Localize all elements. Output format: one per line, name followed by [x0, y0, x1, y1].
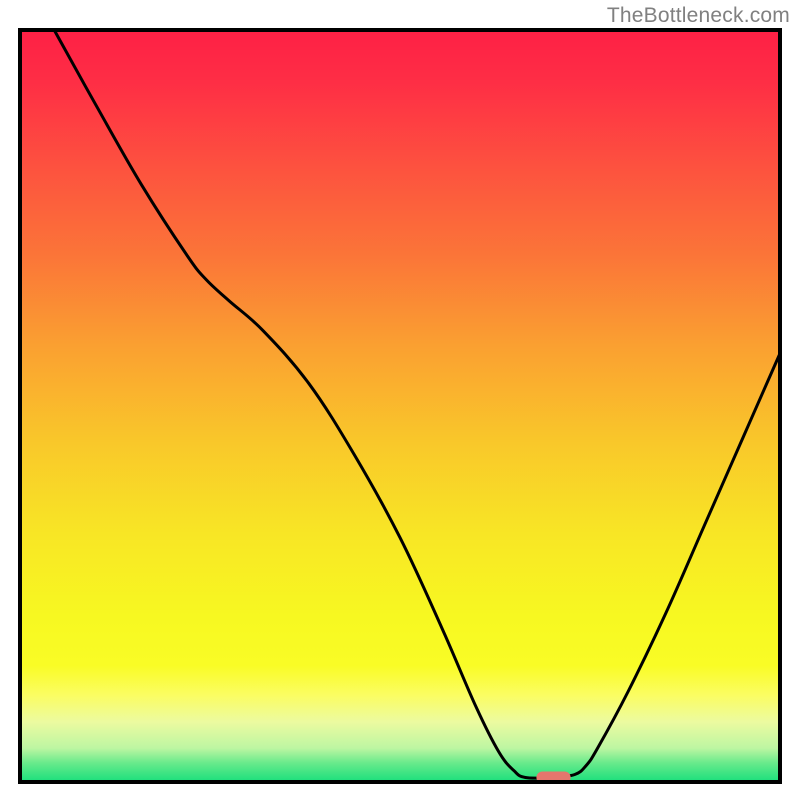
plot-background	[20, 30, 780, 782]
bottleneck-chart-svg	[0, 0, 800, 800]
chart-container: TheBottleneck.com	[0, 0, 800, 800]
watermark-text: TheBottleneck.com	[607, 4, 790, 28]
